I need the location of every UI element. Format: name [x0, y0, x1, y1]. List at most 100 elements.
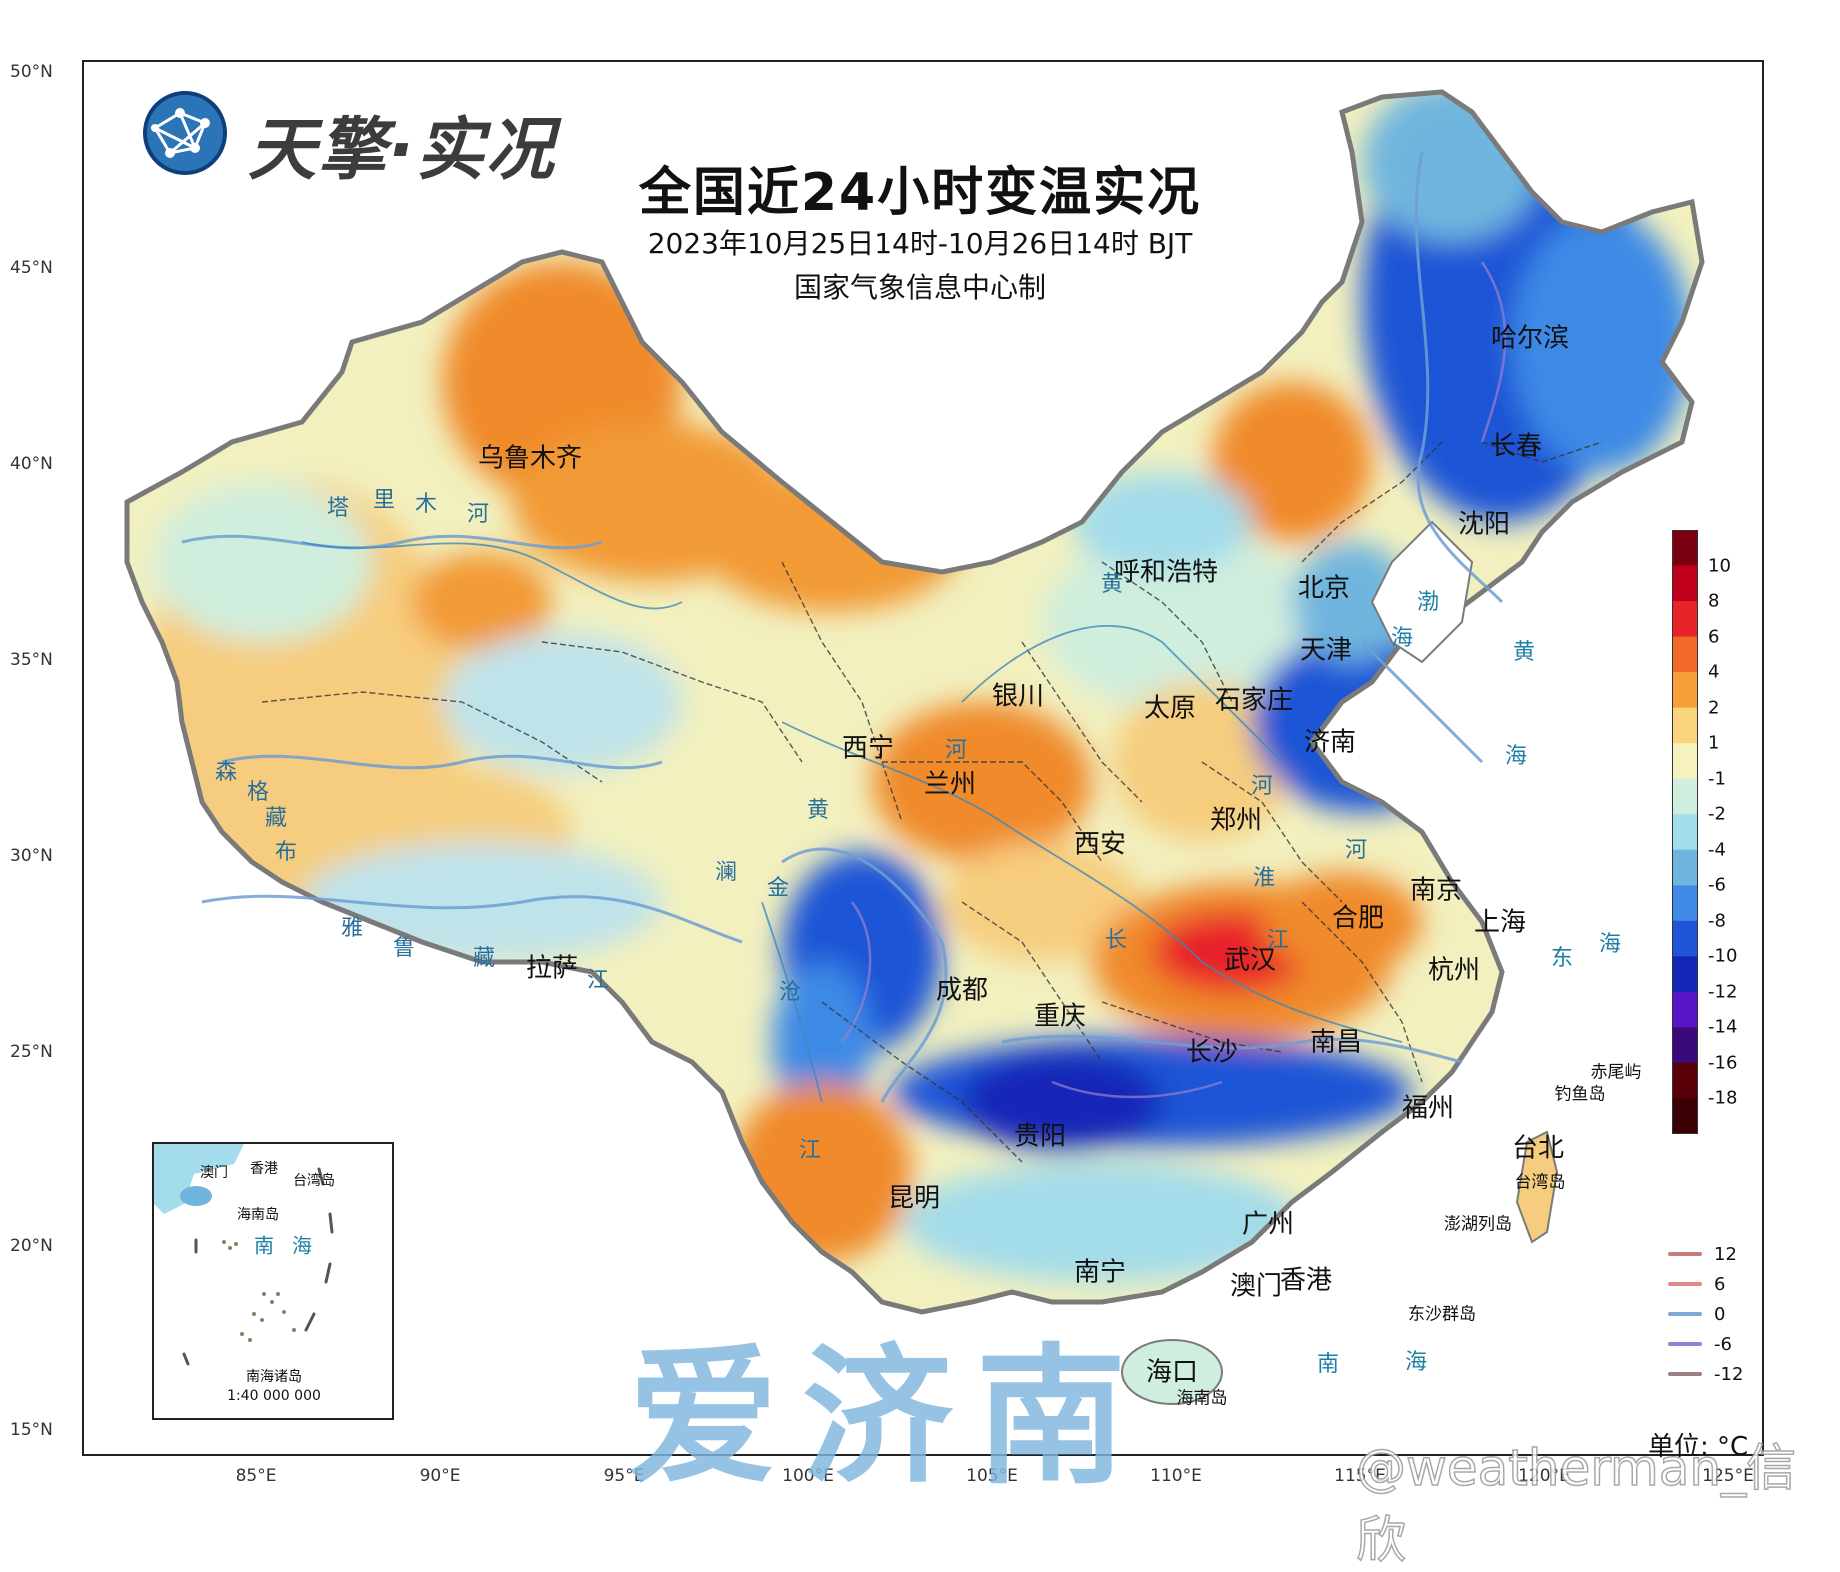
island-label: 澎湖列岛 — [1444, 1214, 1512, 1235]
inset-label: 海南岛 — [237, 1207, 279, 1223]
river-label: 藏 — [472, 946, 496, 971]
sea-label: 海 — [1404, 1350, 1428, 1375]
colorbar-label: 4 — [1708, 661, 1720, 683]
lat-label: 30°N — [10, 846, 53, 866]
colorbar-label: 8 — [1708, 590, 1720, 612]
city-label: 海口 — [1145, 1357, 1199, 1388]
city-label: 拉萨 — [525, 953, 579, 984]
city-label: 武汉 — [1223, 945, 1277, 976]
isoline-swatch — [1668, 1282, 1702, 1286]
isoline-legend-item: 12 — [1668, 1243, 1737, 1265]
colorbar-swatch — [1672, 920, 1698, 957]
city-label: 重庆 — [1033, 1001, 1087, 1032]
lat-label: 25°N — [10, 1042, 53, 1062]
river-label: 江 — [586, 968, 610, 993]
city-label: 杭州 — [1427, 955, 1481, 986]
producer: 国家气象信息中心制 — [793, 271, 1046, 304]
city-label: 合肥 — [1331, 903, 1385, 934]
colorbar-label: -4 — [1708, 839, 1726, 861]
isoline-swatch — [1668, 1312, 1702, 1316]
river-label: 河 — [944, 738, 968, 763]
isoline-label: 0 — [1714, 1303, 1726, 1325]
colorbar-swatch — [1672, 1027, 1698, 1064]
city-label: 南昌 — [1309, 1027, 1363, 1058]
colorbar-label: -2 — [1708, 803, 1726, 825]
colorbar-label: -12 — [1708, 981, 1738, 1003]
colorbar-swatch — [1672, 814, 1698, 851]
river-label: 里 — [372, 488, 396, 513]
river-label: 江 — [1266, 928, 1290, 953]
colorbar-swatch — [1672, 565, 1698, 602]
unit-label: 单位: °C — [1648, 1432, 1749, 1462]
isoline-label: -6 — [1714, 1333, 1732, 1355]
river-label: 澜 — [714, 860, 738, 885]
colorbar-swatch — [1672, 743, 1698, 780]
river-label: 鲁 — [392, 936, 416, 961]
city-label: 长沙 — [1185, 1037, 1239, 1068]
inset-label: 南海诸岛 — [246, 1369, 302, 1385]
sea-label: 海 — [1598, 932, 1622, 957]
lon-label: 120°E — [1518, 1466, 1570, 1486]
river-label: 河 — [466, 502, 490, 527]
isoline-legend-item: 6 — [1668, 1273, 1725, 1295]
river-label: 黄 — [1100, 572, 1124, 597]
river-label: 木 — [414, 492, 438, 517]
city-label: 贵阳 — [1013, 1121, 1067, 1152]
isoline-legend-item: -6 — [1668, 1333, 1732, 1355]
sea-label: 海 — [1390, 626, 1414, 651]
map-title: 全国近24小时变温实况 — [638, 163, 1202, 223]
south-china-sea-inset: 澳门 香港 台湾岛 海南岛 南 海 南海诸岛 1:40 000 000 — [152, 1142, 394, 1420]
lon-label: 100°E — [782, 1466, 834, 1486]
isoline-swatch — [1668, 1372, 1702, 1376]
lat-label: 50°N — [10, 62, 53, 82]
colorbar-swatch — [1672, 778, 1698, 815]
globe-network-icon — [143, 91, 227, 175]
colorbar-label: -10 — [1708, 945, 1738, 967]
sea-label: 渤 — [1416, 590, 1440, 615]
city-label: 香港 — [1279, 1265, 1333, 1296]
river-label: 金 — [766, 876, 790, 901]
colorbar-swatch — [1672, 636, 1698, 673]
lon-label: 125°E — [1702, 1466, 1754, 1486]
logo-text: 天擎·实况 — [248, 111, 556, 190]
colorbar-label: 1 — [1708, 732, 1720, 754]
city-label: 沈阳 — [1457, 509, 1511, 540]
lon-label: 95°E — [603, 1466, 645, 1486]
river-label: 塔 — [326, 496, 350, 521]
city-label: 郑州 — [1209, 805, 1263, 836]
colorbar-label: -6 — [1708, 874, 1726, 896]
colorbar-swatch — [1672, 1098, 1698, 1134]
city-label: 台北 — [1511, 1133, 1565, 1164]
river-label: 森 — [214, 760, 238, 785]
colorbar-swatch — [1672, 849, 1698, 886]
time-range: 2023年10月25日14时-10月26日14时 BJT — [647, 227, 1193, 260]
city-label: 哈尔滨 — [1490, 323, 1570, 354]
city-label: 南宁 — [1073, 1257, 1127, 1288]
island-label: 海南岛 — [1176, 1388, 1228, 1409]
colorbar-swatch — [1672, 601, 1698, 638]
inset-label: 香港 — [250, 1161, 278, 1177]
city-label: 天津 — [1299, 635, 1353, 666]
colorbar-label: 10 — [1708, 555, 1731, 577]
isoline-legend-item: -12 — [1668, 1363, 1743, 1385]
river-label: 藏 — [264, 806, 288, 831]
river-label: 河 — [1344, 838, 1368, 863]
colorbar-label: -14 — [1708, 1016, 1738, 1038]
inset-scale: 1:40 000 000 — [227, 1388, 321, 1404]
inset-label: 海 — [292, 1233, 312, 1258]
city-label: 太原 — [1143, 693, 1197, 724]
river-label: 雅 — [340, 916, 364, 941]
city-label: 北京 — [1297, 573, 1351, 604]
city-label: 澳门 — [1229, 1271, 1283, 1302]
city-label: 乌鲁木齐 — [477, 443, 583, 474]
island-label: 东沙群岛 — [1408, 1304, 1476, 1325]
sea-label: 南 — [1316, 1352, 1340, 1377]
isoline-swatch — [1668, 1342, 1702, 1346]
river-label: 淮 — [1252, 866, 1276, 891]
river-label: 沧 — [778, 980, 802, 1005]
lat-label: 45°N — [10, 258, 53, 278]
river-label: 河 — [1250, 774, 1274, 799]
city-label: 广州 — [1241, 1209, 1295, 1240]
lat-label: 35°N — [10, 650, 53, 670]
river-label: 长 — [1104, 928, 1128, 953]
